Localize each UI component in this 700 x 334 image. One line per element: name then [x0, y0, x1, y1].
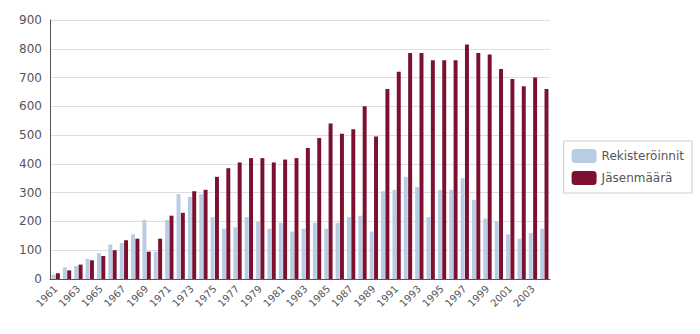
svg-text:800: 800: [19, 42, 42, 56]
svg-text:Jäsenmäärä: Jäsenmäärä: [601, 171, 673, 185]
svg-text:1971: 1971: [147, 283, 173, 309]
svg-text:1975: 1975: [193, 283, 219, 309]
svg-text:1965: 1965: [79, 283, 105, 309]
svg-text:1989: 1989: [352, 283, 378, 309]
svg-text:1987: 1987: [329, 283, 355, 309]
svg-text:1993: 1993: [397, 283, 423, 309]
svg-text:300: 300: [19, 186, 42, 200]
svg-text:1999: 1999: [466, 283, 492, 309]
svg-text:1963: 1963: [57, 283, 83, 309]
svg-text:100: 100: [19, 243, 42, 257]
svg-text:1997: 1997: [443, 283, 469, 309]
svg-text:2003: 2003: [511, 283, 537, 309]
svg-text:0: 0: [34, 272, 42, 286]
svg-text:200: 200: [19, 214, 42, 228]
svg-text:1961: 1961: [34, 283, 60, 309]
svg-text:1995: 1995: [420, 283, 446, 309]
svg-text:600: 600: [19, 99, 42, 113]
svg-text:2001: 2001: [488, 283, 514, 309]
svg-text:900: 900: [19, 13, 42, 27]
svg-text:1985: 1985: [307, 283, 333, 309]
svg-text:1981: 1981: [261, 283, 287, 309]
svg-text:400: 400: [19, 157, 42, 171]
svg-text:Rekisteröinnit: Rekisteröinnit: [602, 149, 685, 163]
svg-text:1991: 1991: [375, 283, 401, 309]
svg-text:1967: 1967: [102, 283, 128, 309]
svg-text:1977: 1977: [216, 283, 242, 309]
svg-text:500: 500: [19, 128, 42, 142]
svg-text:1979: 1979: [238, 283, 264, 309]
svg-text:700: 700: [19, 71, 42, 85]
svg-text:1973: 1973: [170, 283, 196, 309]
svg-text:1969: 1969: [125, 283, 151, 309]
svg-text:1983: 1983: [284, 283, 310, 309]
